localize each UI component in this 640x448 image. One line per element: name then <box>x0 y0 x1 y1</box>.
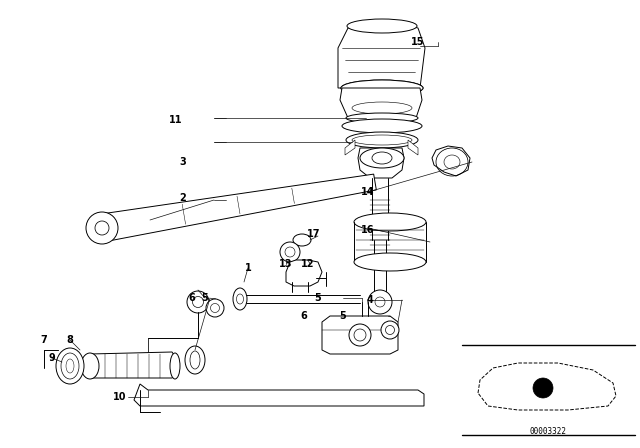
Text: 5: 5 <box>202 293 209 303</box>
Text: 5: 5 <box>315 293 321 303</box>
Text: 7: 7 <box>40 335 47 345</box>
Circle shape <box>86 212 118 244</box>
Ellipse shape <box>341 80 423 96</box>
Ellipse shape <box>170 353 180 379</box>
Text: 12: 12 <box>301 259 315 269</box>
Ellipse shape <box>81 353 99 379</box>
Ellipse shape <box>349 324 371 346</box>
Ellipse shape <box>342 119 422 133</box>
Ellipse shape <box>293 234 311 246</box>
Polygon shape <box>478 363 616 410</box>
Ellipse shape <box>346 132 418 148</box>
Ellipse shape <box>185 346 205 374</box>
Text: 8: 8 <box>67 335 74 345</box>
Text: 13: 13 <box>279 259 292 269</box>
Text: 10: 10 <box>113 392 127 402</box>
Ellipse shape <box>354 253 426 271</box>
Polygon shape <box>408 140 418 155</box>
Text: 1: 1 <box>244 263 252 273</box>
Polygon shape <box>286 260 322 286</box>
Polygon shape <box>358 148 404 178</box>
Ellipse shape <box>206 299 224 317</box>
Ellipse shape <box>347 19 417 33</box>
Ellipse shape <box>346 113 418 123</box>
Polygon shape <box>134 384 424 406</box>
Ellipse shape <box>381 321 399 339</box>
Polygon shape <box>432 146 470 176</box>
Text: 16: 16 <box>361 225 375 235</box>
Circle shape <box>368 290 392 314</box>
Text: 4: 4 <box>367 295 373 305</box>
Text: 17: 17 <box>307 229 321 239</box>
Text: 14: 14 <box>361 187 375 197</box>
Text: 00003322: 00003322 <box>529 427 566 436</box>
Circle shape <box>280 242 300 262</box>
Polygon shape <box>90 352 176 378</box>
Text: 6: 6 <box>189 293 195 303</box>
Polygon shape <box>340 88 422 126</box>
Ellipse shape <box>233 288 247 310</box>
Polygon shape <box>338 22 425 88</box>
Ellipse shape <box>187 291 209 313</box>
Circle shape <box>533 378 553 398</box>
Text: 11: 11 <box>169 115 183 125</box>
Text: 5: 5 <box>340 311 346 321</box>
Text: 6: 6 <box>301 311 307 321</box>
Text: 15: 15 <box>412 37 425 47</box>
Ellipse shape <box>341 80 423 96</box>
Polygon shape <box>345 140 355 155</box>
Text: 9: 9 <box>49 353 56 363</box>
Ellipse shape <box>56 348 84 384</box>
Ellipse shape <box>354 213 426 231</box>
Ellipse shape <box>360 148 404 168</box>
Text: 2: 2 <box>180 193 186 203</box>
Text: 3: 3 <box>180 157 186 167</box>
Polygon shape <box>100 174 376 242</box>
Polygon shape <box>322 316 398 354</box>
